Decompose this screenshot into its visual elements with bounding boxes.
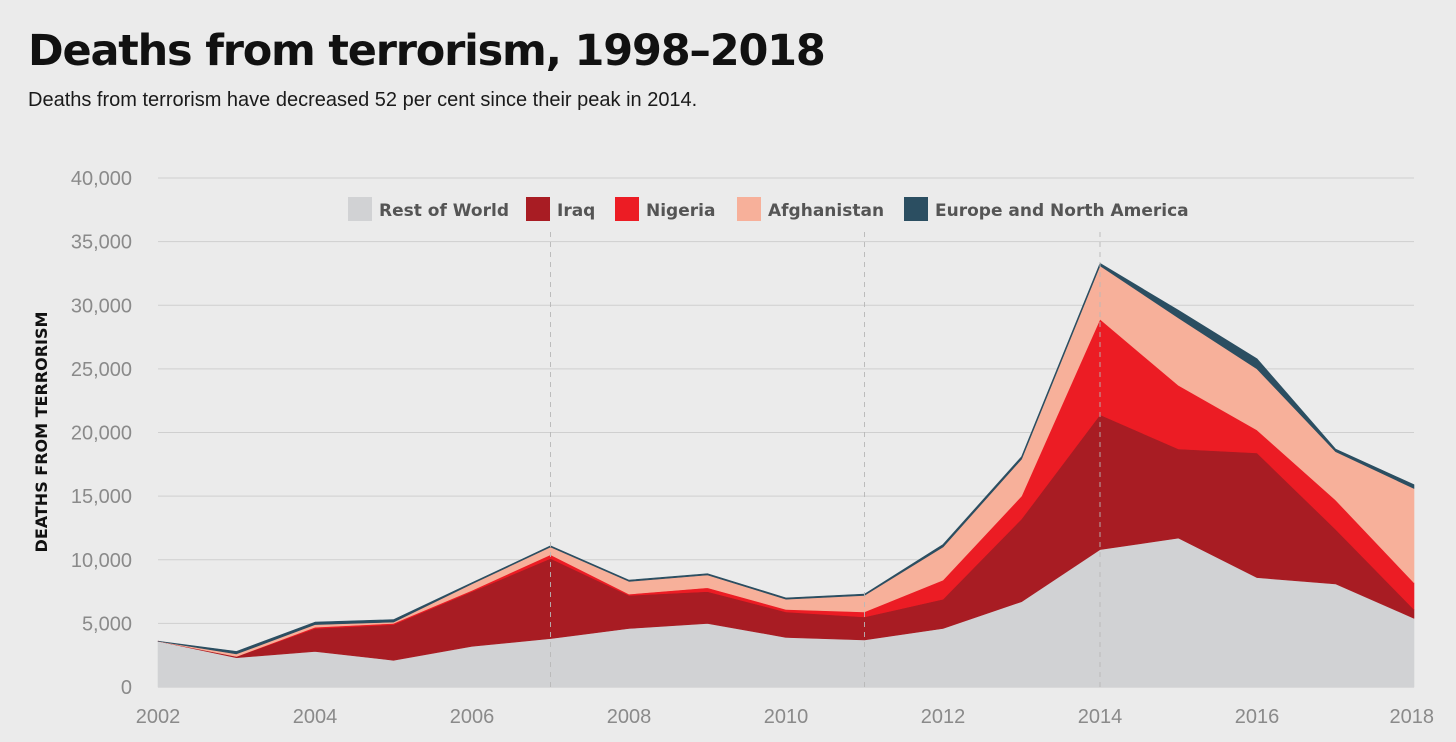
y-tick-label: 35,000 xyxy=(71,232,132,254)
chart-subtitle: Deaths from terrorism have decreased 52 … xyxy=(28,89,698,111)
legend-label: Iraq xyxy=(557,201,595,221)
legend-label: Nigeria xyxy=(646,201,715,221)
legend-label: Afghanistan xyxy=(768,201,884,221)
area-series xyxy=(157,263,1415,688)
legend-label: Rest of World xyxy=(379,201,509,221)
x-tick-label: 2004 xyxy=(293,706,338,728)
x-tick-label: 2018 xyxy=(1390,706,1435,728)
x-tick-label: 2008 xyxy=(607,706,652,728)
legend-swatch-rest-of-world xyxy=(348,197,372,221)
x-tick-label: 2016 xyxy=(1235,706,1280,728)
x-tick-label: 2006 xyxy=(450,706,495,728)
chart-title: Deaths from terrorism, 1998–2018 xyxy=(28,26,826,76)
x-tick-label: 2002 xyxy=(136,706,181,728)
y-tick-label: 5,000 xyxy=(82,613,132,635)
x-tick-label: 2010 xyxy=(764,706,809,728)
x-tick-label: 2012 xyxy=(921,706,966,728)
x-tick-label: 2014 xyxy=(1078,706,1123,728)
legend-swatch-nigeria xyxy=(615,197,639,221)
y-tick-label: 15,000 xyxy=(71,486,132,508)
legend-swatch-afghanistan xyxy=(737,197,761,221)
y-tick-label: 20,000 xyxy=(71,423,132,445)
x-axis-ticks: 2002 2004 2006 2008 2010 2012 2014 2016 2018 xyxy=(136,706,1434,728)
legend-swatch-europe-and-north-america xyxy=(904,197,928,221)
y-tick-label: 40,000 xyxy=(71,168,132,190)
legend: Rest of World Iraq Nigeria Afghanistan Europ… xyxy=(348,197,1189,221)
y-tick-label: 0 xyxy=(121,677,132,699)
legend-swatch-iraq xyxy=(526,197,550,221)
y-tick-label: 25,000 xyxy=(71,359,132,381)
legend-label: Europe and North America xyxy=(935,201,1189,221)
y-tick-label: 30,000 xyxy=(71,295,132,317)
y-axis-ticks: 0 5,000 10,000 15,000 20,000 25,000 30,000 35,0… xyxy=(71,168,132,699)
y-tick-label: 10,000 xyxy=(71,550,132,572)
y-axis-label: DEATHS FROM TERRORISM xyxy=(32,312,51,553)
area-europe-and-north-america xyxy=(157,263,1415,655)
